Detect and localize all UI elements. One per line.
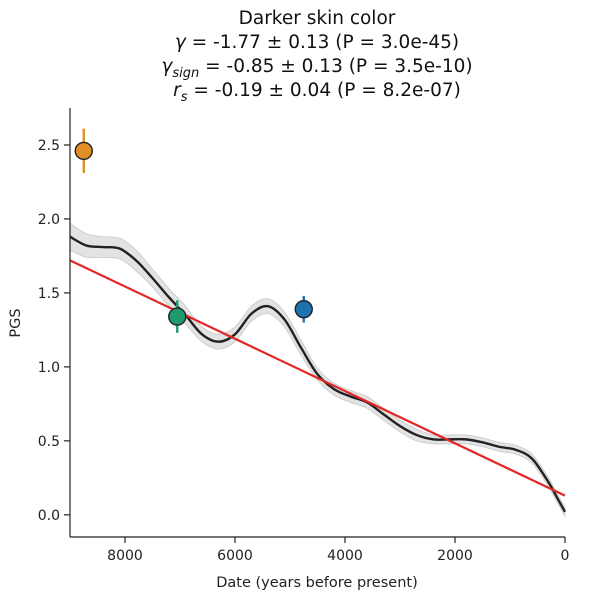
y-axis-label: PGS bbox=[8, 308, 24, 337]
x-axis-label: Date (years before present) bbox=[216, 575, 418, 591]
data-point-2 bbox=[294, 299, 313, 319]
data-point-0 bbox=[74, 141, 93, 161]
stat-line-1: γsign = -0.85 ± 0.13 (P = 3.5e-10) bbox=[161, 56, 472, 81]
y-tick-label: 0.5 bbox=[38, 434, 60, 450]
data-points bbox=[74, 128, 313, 333]
band-area bbox=[69, 222, 566, 518]
stat-symbol: γ bbox=[175, 32, 187, 53]
x-tick-label: 4000 bbox=[327, 548, 363, 564]
stat-line-2: rs = -0.19 ± 0.04 (P = 8.2e-07) bbox=[173, 80, 461, 105]
y-tick-label: 1.5 bbox=[38, 286, 60, 302]
y-tick-label: 1.0 bbox=[38, 360, 60, 376]
x-tick-label: 6000 bbox=[217, 548, 253, 564]
stat-text: = -0.19 ± 0.04 (P = 8.2e-07) bbox=[188, 80, 461, 101]
y-tick-label: 2.0 bbox=[38, 212, 60, 228]
stats-annotation: γ = -1.77 ± 0.13 (P = 3.0e-45)γsign = -0… bbox=[161, 32, 472, 105]
regression-line bbox=[69, 259, 566, 497]
regression-line-path bbox=[69, 259, 566, 497]
confidence-band bbox=[69, 222, 566, 518]
stat-subscript: sign bbox=[172, 66, 199, 81]
y-tick-label: 0.0 bbox=[38, 508, 60, 524]
x-tick-label: 8000 bbox=[107, 548, 143, 564]
stat-line-0: γ = -1.77 ± 0.13 (P = 3.0e-45) bbox=[175, 32, 459, 53]
stat-subscript: s bbox=[181, 90, 188, 105]
x-tick-label: 0 bbox=[561, 548, 570, 564]
stat-text: = -1.77 ± 0.13 (P = 3.0e-45) bbox=[186, 32, 459, 53]
stat-symbol: γ bbox=[161, 56, 173, 77]
stat-symbol: r bbox=[173, 80, 182, 101]
x-tick-label: 2000 bbox=[437, 548, 473, 564]
axes: 0.0 0.5 1.0 1.5 2.0 2.5 8000 6000 4000 2000 0 bbox=[38, 108, 570, 564]
data-point-1 bbox=[168, 307, 187, 326]
chart-title: Darker skin color bbox=[239, 8, 396, 29]
y-tick-label: 2.5 bbox=[38, 138, 60, 154]
stat-text: = -0.85 ± 0.13 (P = 3.5e-10) bbox=[199, 56, 472, 77]
